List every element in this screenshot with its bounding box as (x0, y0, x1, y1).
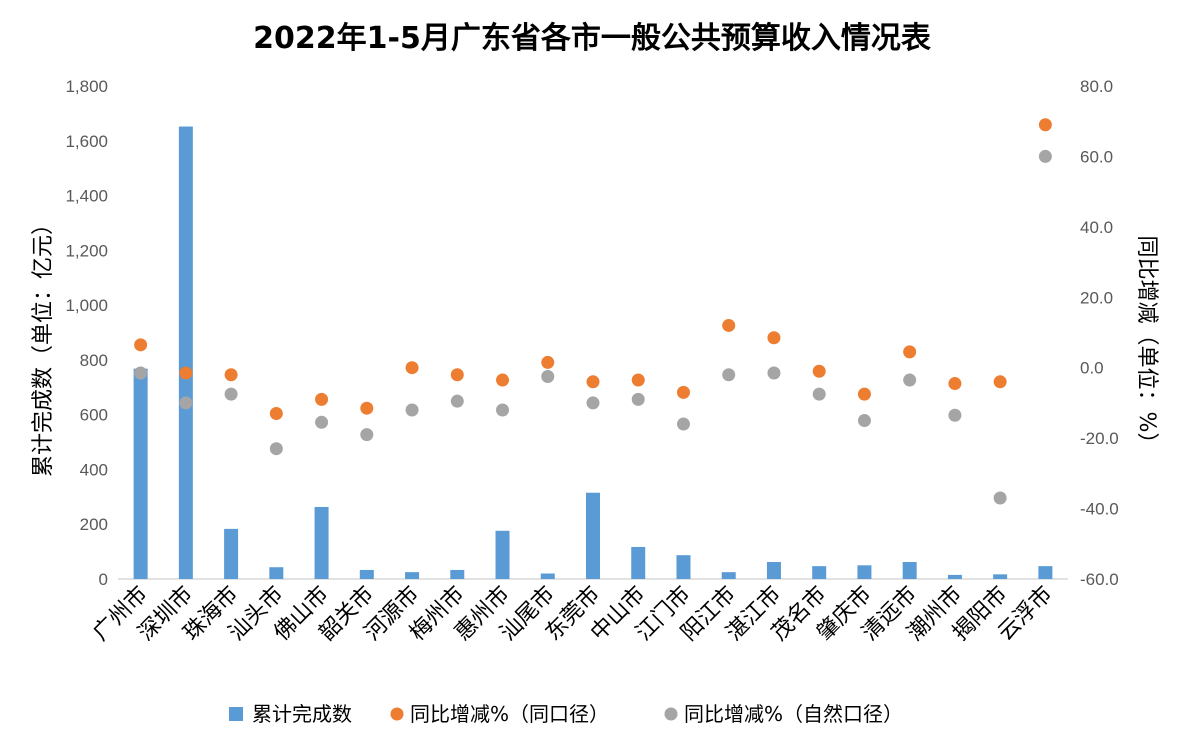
bar (495, 530, 510, 579)
orange-dot-series (134, 118, 1052, 420)
gray-dot (269, 442, 283, 456)
y-tick-label: 1,400 (65, 187, 108, 206)
bar (178, 126, 193, 579)
gray-dot (360, 428, 374, 442)
y2-axis-ticks: -60.0 -40.0 -20.0 0.0 20.0 40.0 60.0 80.0 (1080, 77, 1119, 589)
bar (812, 566, 827, 579)
orange-dot (586, 375, 600, 389)
bar-series (133, 126, 1053, 579)
orange-dot (541, 355, 555, 369)
legend-label: 同比增减%（自然口径） (684, 702, 903, 726)
gray-dot (1038, 149, 1052, 163)
chart-title: 2022年1-5月广东省各市一般公共预算收入情况表 (253, 21, 931, 56)
orange-dot (405, 361, 419, 375)
legend: 累计完成数 同比增减%（同口径） 同比增减%（自然口径） (229, 702, 903, 726)
gray-dot (496, 403, 510, 417)
gray-dot (993, 491, 1007, 505)
bar (359, 569, 374, 579)
y-tick-label: 400 (80, 460, 108, 479)
y-tick-label: 0 (99, 570, 108, 589)
bar (947, 574, 962, 579)
y-tick-label: 200 (80, 515, 108, 534)
bar (314, 506, 329, 579)
bar (676, 555, 691, 579)
category-labels: 广州市深圳市珠海市汕头市佛山市韶关市河源市梅州市惠州市汕尾市东莞市中山市江门市阳… (89, 582, 1058, 646)
gray-dot (903, 373, 917, 387)
gray-dot (541, 370, 555, 384)
orange-dot (360, 401, 374, 415)
gray-dot (315, 415, 329, 429)
legend-swatch-gray (664, 707, 678, 721)
y2-tick-label: 60.0 (1080, 147, 1113, 166)
y-tick-label: 1,600 (65, 132, 108, 151)
legend-swatch-orange (390, 707, 404, 721)
orange-dot (269, 406, 283, 420)
bar (224, 528, 239, 579)
bar (450, 569, 465, 579)
orange-dot (993, 375, 1007, 389)
bar (540, 573, 555, 579)
orange-dot (179, 366, 193, 380)
bar (269, 567, 284, 579)
orange-dot (134, 338, 148, 352)
y2-tick-label: 0.0 (1080, 359, 1104, 378)
orange-dot (224, 368, 238, 382)
orange-dot (948, 377, 962, 391)
orange-dot (1038, 118, 1052, 132)
y2-tick-label: -20.0 (1080, 429, 1119, 448)
bar (721, 572, 736, 579)
orange-dot (722, 318, 736, 332)
y-axis-ticks: 0 200 400 600 800 1,000 1,200 1,400 1,600 1,800 (65, 77, 108, 589)
y2-tick-label: 40.0 (1080, 218, 1113, 237)
gray-dot (857, 414, 871, 428)
orange-dot (676, 385, 690, 399)
gray-dot (179, 396, 193, 410)
y-tick-label: 1,200 (65, 241, 108, 260)
orange-dot (496, 373, 510, 387)
gray-dot (224, 387, 238, 401)
gray-dot (767, 366, 781, 380)
orange-dot (857, 387, 871, 401)
bar (586, 492, 600, 579)
y-tick-label: 1,800 (65, 77, 108, 96)
gray-dot (948, 408, 962, 422)
orange-dot (450, 368, 464, 382)
bar (405, 572, 420, 579)
gray-dot (134, 366, 148, 380)
bar (133, 368, 148, 579)
gray-dot (631, 392, 645, 406)
y2-tick-label: -60.0 (1080, 570, 1119, 589)
orange-dot (767, 331, 781, 345)
bar (766, 562, 781, 579)
bar (902, 562, 917, 579)
y2-tick-label: 80.0 (1080, 77, 1113, 96)
y-axis-title: 累计完成数（单位：亿元） (31, 213, 56, 477)
orange-dot (812, 364, 826, 378)
gray-dot (812, 387, 826, 401)
gray-dot (405, 403, 419, 417)
gray-dot (722, 368, 736, 382)
gray-dot-series (134, 149, 1052, 505)
gray-dot (676, 417, 690, 431)
legend-label: 同比增减%（同口径） (410, 702, 609, 726)
gray-dot (586, 396, 600, 410)
legend-swatch-bar (229, 707, 243, 721)
gray-dot (450, 394, 464, 408)
y-tick-label: 800 (80, 351, 108, 370)
orange-dot (631, 373, 645, 387)
y2-tick-label: 20.0 (1080, 288, 1113, 307)
bar (631, 546, 646, 579)
orange-dot (903, 345, 917, 359)
bar (1038, 566, 1053, 579)
bar (993, 574, 1008, 579)
y-tick-label: 1,000 (65, 296, 108, 315)
y2-axis-title: 同比增减（单位：%） (1134, 236, 1159, 455)
y2-tick-label: -40.0 (1080, 500, 1119, 519)
bar (857, 565, 872, 579)
orange-dot (315, 392, 329, 406)
y-tick-label: 600 (80, 406, 108, 425)
legend-label: 累计完成数 (252, 702, 352, 726)
